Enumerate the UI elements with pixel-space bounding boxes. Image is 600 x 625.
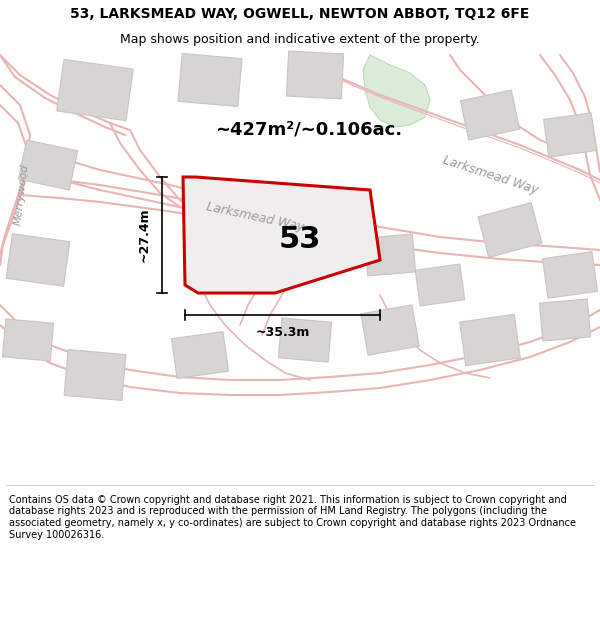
Text: ~27.4m: ~27.4m — [137, 208, 151, 262]
Polygon shape — [478, 202, 542, 258]
Polygon shape — [278, 318, 332, 362]
Polygon shape — [364, 234, 416, 276]
Text: Merrywood: Merrywood — [13, 164, 31, 226]
Polygon shape — [415, 264, 465, 306]
Polygon shape — [2, 319, 53, 361]
Polygon shape — [64, 349, 126, 401]
Polygon shape — [460, 90, 520, 140]
Polygon shape — [19, 140, 77, 190]
Polygon shape — [286, 51, 344, 99]
Polygon shape — [183, 177, 380, 293]
Text: Larksmead Way: Larksmead Way — [205, 200, 305, 234]
Polygon shape — [542, 252, 598, 298]
Text: ~35.3m: ~35.3m — [256, 326, 310, 339]
Text: Contains OS data © Crown copyright and database right 2021. This information is : Contains OS data © Crown copyright and d… — [9, 495, 576, 539]
Text: ~427m²/~0.106ac.: ~427m²/~0.106ac. — [215, 121, 402, 139]
Polygon shape — [363, 55, 430, 127]
Polygon shape — [178, 54, 242, 106]
Polygon shape — [539, 299, 590, 341]
Polygon shape — [57, 59, 133, 121]
Text: Larksmead Way: Larksmead Way — [440, 153, 539, 197]
Text: Map shows position and indicative extent of the property.: Map shows position and indicative extent… — [120, 32, 480, 46]
Polygon shape — [460, 314, 520, 366]
Polygon shape — [172, 332, 229, 378]
Polygon shape — [361, 305, 419, 355]
Polygon shape — [6, 234, 70, 286]
Text: 53, LARKSMEAD WAY, OGWELL, NEWTON ABBOT, TQ12 6FE: 53, LARKSMEAD WAY, OGWELL, NEWTON ABBOT,… — [70, 7, 530, 21]
Text: 53: 53 — [279, 226, 321, 254]
Polygon shape — [544, 113, 596, 157]
